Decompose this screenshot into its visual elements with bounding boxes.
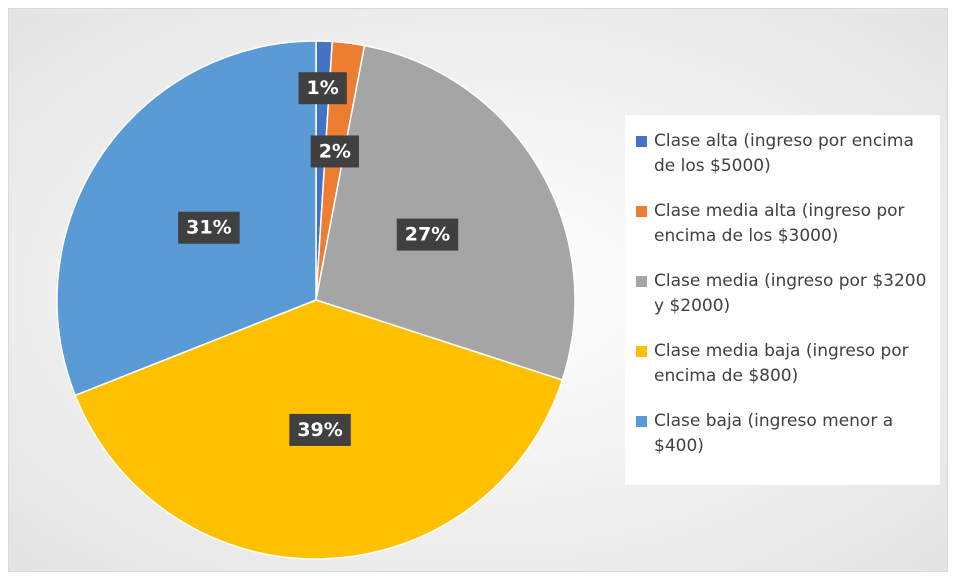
legend-entry: Clase alta (ingreso por encima de los $5… [636, 129, 936, 179]
legend-label: Clase media (ingreso por $3200 y $2000) [654, 271, 927, 316]
data-label: 39% [297, 419, 342, 441]
legend-swatch [636, 416, 647, 427]
data-label: 27% [405, 224, 450, 246]
legend-label: Clase alta (ingreso por encima de los $5… [654, 131, 914, 176]
legend-label: Clase baja (ingreso menor a $400) [654, 411, 894, 456]
data-label-box [298, 72, 347, 105]
legend-entry: Clase baja (ingreso menor a $400) [636, 409, 936, 459]
legend-label: Clase media alta (ingreso por encima de … [654, 201, 905, 246]
legend-entry: Clase media (ingreso por $3200 y $2000) [636, 269, 936, 319]
data-label-box [310, 135, 359, 168]
legend-entry: Clase media alta (ingreso por encima de … [636, 199, 936, 249]
data-label: 2% [319, 140, 351, 162]
data-label-box [178, 211, 240, 244]
legend-swatch [636, 346, 647, 357]
data-label: 1% [307, 77, 339, 99]
legend-swatch [636, 276, 647, 287]
data-label-box [396, 218, 459, 251]
legend-swatch [636, 206, 647, 217]
data-label: 31% [186, 217, 231, 239]
data-label-box [289, 413, 351, 446]
pie-slice [315, 44, 576, 381]
legend-swatch [636, 136, 647, 147]
legend-entry: Clase media baja (ingreso por encima de … [636, 339, 936, 389]
legend-label: Clase media baja (ingreso por encima de … [654, 341, 909, 386]
legend: Clase alta (ingreso por encima de los $5… [625, 115, 940, 485]
